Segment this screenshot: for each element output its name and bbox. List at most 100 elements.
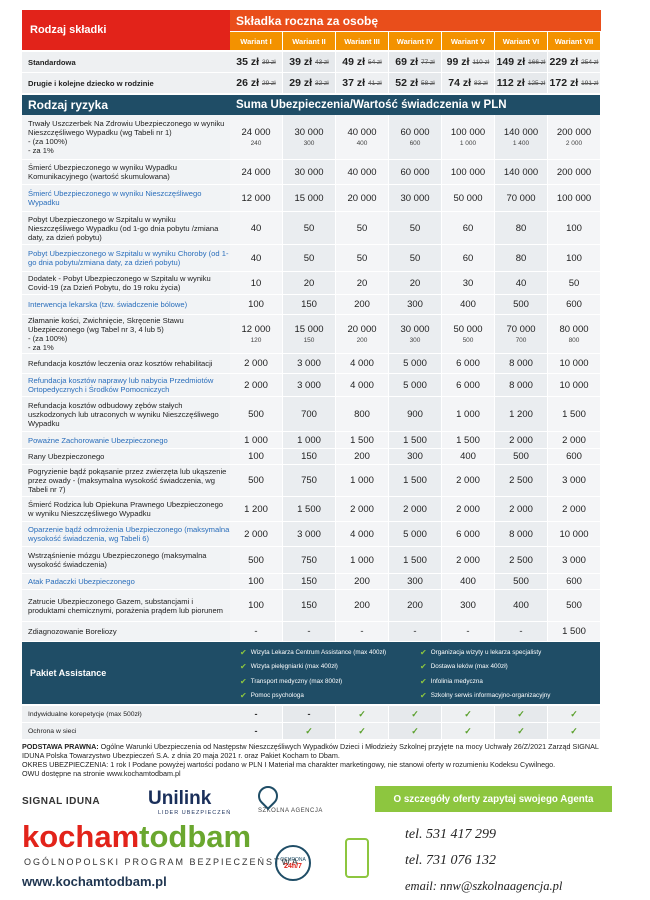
risk-label: Złamanie kości, Zwichnięcie, Skręcenie S… [22,315,230,353]
risk-value: 50 000 500 [442,315,494,353]
premium-cell: 149 zł 166 zł [495,52,547,72]
risk-value: 12 000 120 [230,315,282,353]
old-price: 254 zł [581,58,599,66]
value: 400 [460,299,476,310]
value: 150 [301,600,317,611]
value: 750 [301,554,317,566]
risk-value: 12 000 [230,185,282,211]
value: 40 000 [347,166,377,178]
old-price: 41 zł [368,79,382,87]
old-price: 110 zł [472,58,490,66]
risk-value: 1 500 [389,547,441,573]
value: 8 000 [509,358,533,369]
assistance-item: ✔ Szkolny serwis informacyjno-organizacyj… [420,690,550,702]
risk-value: 300 [389,295,441,314]
risk-sub-label: - za 1% [28,343,54,352]
value: 300 [407,451,423,462]
assistance-text: Wizyta Lekarza Centrum Assistance (max 4… [250,648,387,656]
risk-value: 1 000 [230,432,282,448]
risk-value: 50 000 [442,185,494,211]
risk-value: 200 [336,590,388,621]
value: 2 500 [509,475,533,486]
period: OKRES UBEZPIECZENIA: 1 rok I Podane powy… [22,760,556,769]
risk-value: 2 000 [389,497,441,521]
risk-value: 500 [495,574,547,589]
variant-header: Wariant II [283,32,335,50]
sub-value: 800 [568,337,580,344]
risk-label-text: Interwencja lekarska (tzw. świadczenie b… [28,300,188,309]
price: 49 zł [342,56,366,68]
risk-value: 20 [389,272,441,294]
price: 37 zł [342,77,366,89]
risk-value: 400 [442,574,494,589]
risk-value: 700 [283,397,335,431]
value: 800 [354,408,370,420]
price: 29 zł [289,77,313,89]
risk-value: 100 [230,295,282,314]
extra-value: ✓ [442,706,494,722]
value: 6 000 [456,379,480,391]
premium-cell: 35 zł 39 zł [230,52,282,72]
assistance-item: ✔ Organizacja wizyty u lekarza specjalist… [420,646,541,658]
old-price: 43 zł [315,58,329,66]
old-price: 83 zł [474,79,488,87]
risk-value: 100 [230,449,282,464]
extra-value: ✓ [389,723,441,739]
sub-value: 300 [409,337,421,344]
value: 600 [566,451,582,462]
value: 4 000 [350,528,374,540]
value: 400 [513,600,529,611]
value: 70 000 [506,192,536,204]
risk-value: 1 500 [389,465,441,496]
value: 100 000 [556,192,592,204]
risk-value: 24 000 [230,160,282,184]
owu: OWU dostępne na stronie www.kochamtodbam… [22,769,181,778]
risk-value: 2 500 [495,465,547,496]
risk-label: Śmierć Ubezpieczonego w wyniku Nieszczęś… [22,185,230,211]
risk-value: 40 000 [336,160,388,184]
assistance-box: ✔ Wizyta Lekarza Centrum Assistance (max … [230,642,600,704]
risk-value: 3 000 [283,374,335,396]
old-price: 32 zł [315,79,329,87]
risk-label-text: Śmierć Ubezpieczonego w wyniku Nieszczęś… [28,189,202,207]
value: 5 000 [403,379,427,391]
premium-cell: 172 zł 191 zł [548,73,600,93]
risk-label: Wstrząśnienie mózgu Ubezpieczonego (maks… [22,547,230,573]
risk-value: 200 [336,449,388,464]
risk-label: Trwały Uszczerbek Na Zdrowiu Ubezpieczon… [22,115,230,159]
premium-label: Standardowa [22,52,230,72]
value: 900 [407,408,423,420]
risk-value: 3 000 [548,547,600,573]
risk-value: 150 [283,449,335,464]
value: 5 000 [403,358,427,369]
risk-value: 100 [230,574,282,589]
risk-value: 500 [230,465,282,496]
risk-value: 30 000 [283,160,335,184]
extra-value: ✓ [495,723,547,739]
risk-value: 500 [230,547,282,573]
risk-value: 30 [442,272,494,294]
legal-title: PODSTAWA PRAWNA: [22,742,99,751]
risk-value: 4 000 [336,522,388,546]
premium-cell: 74 zł 83 zł [442,73,494,93]
sub-value: 200 [356,337,368,344]
risk-value: 750 [283,465,335,496]
risk-value: 6 000 [442,522,494,546]
risk-value: 1 500 [283,497,335,521]
risk-value: 500 [548,590,600,621]
value: 50 [303,252,315,264]
risk-value: 400 [495,590,547,621]
risk-value: 50 [336,212,388,244]
extra-value: ✓ [283,723,335,739]
value: 3 000 [297,358,321,369]
sub-value: 1 400 [512,140,530,147]
premium-cell: 52 zł 58 zł [389,73,441,93]
sub-value: 240 [250,140,262,147]
price: 112 zł [496,77,525,89]
risk-value: 1 500 [389,432,441,448]
value: 400 [460,451,476,462]
value: 60 [462,222,474,234]
value: 8 000 [509,379,533,391]
value: 20 [356,277,368,289]
value: 60 000 [400,166,430,178]
